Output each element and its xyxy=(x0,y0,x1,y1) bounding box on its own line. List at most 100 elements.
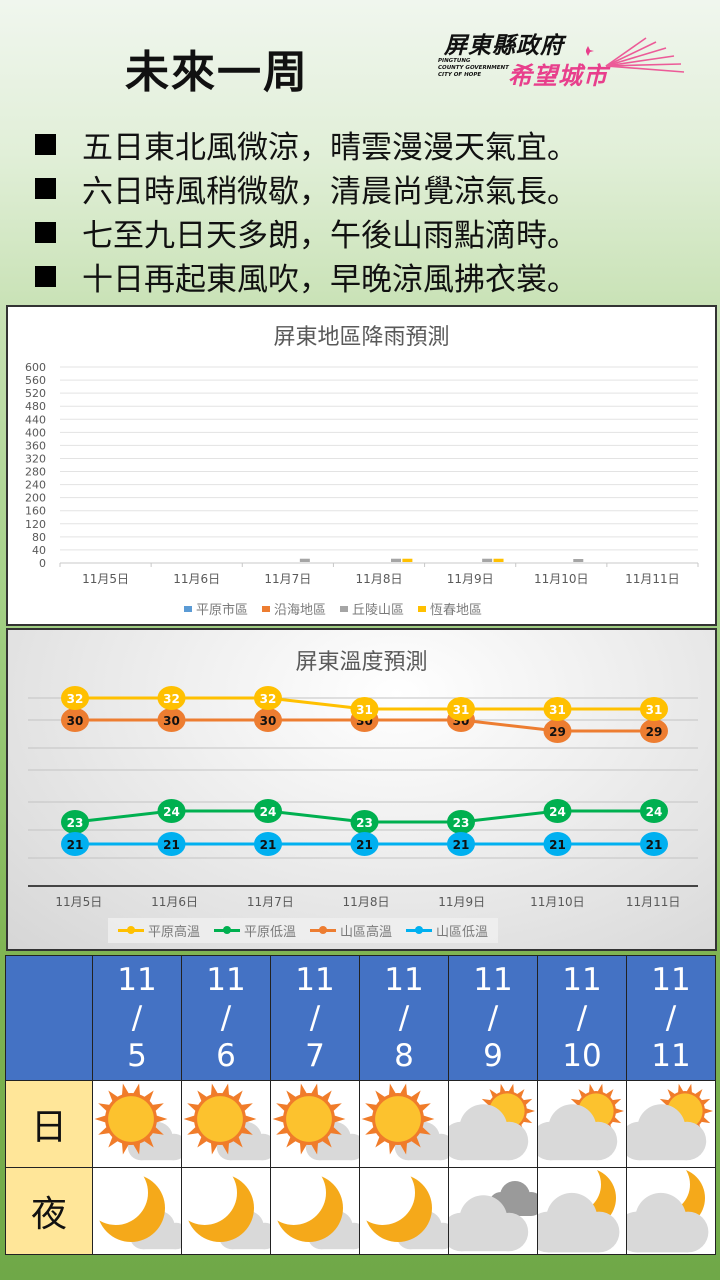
corner-cell xyxy=(5,955,93,1081)
bullet-square-icon xyxy=(35,265,56,287)
svg-text:11月5日: 11月5日 xyxy=(55,895,102,909)
weather-cell xyxy=(448,1167,538,1255)
temperature-chart-title: 屏東溫度預測 xyxy=(295,650,428,675)
sunny-icon xyxy=(183,1083,270,1161)
svg-text:200: 200 xyxy=(25,492,46,505)
weather-cell xyxy=(626,1167,716,1255)
svg-text:24: 24 xyxy=(260,805,277,819)
temperature-plot: 3030303030292932323231313131232424232324… xyxy=(28,686,698,909)
svg-text:11月7日: 11月7日 xyxy=(264,572,311,586)
date-cell: 11/10 xyxy=(537,955,627,1081)
svg-text:24: 24 xyxy=(163,805,180,819)
svg-text:30: 30 xyxy=(163,714,180,728)
weather-cell xyxy=(181,1167,271,1255)
svg-text:21: 21 xyxy=(356,838,373,852)
weekly-forecast-table: 11/5 11/6 11/7 11/8 11/9 11/10 11/11 日 夜 xyxy=(5,955,716,1255)
svg-text:21: 21 xyxy=(549,838,566,852)
cloudy-night-icon xyxy=(538,1168,620,1253)
svg-text:31: 31 xyxy=(356,703,373,717)
svg-text:11月8日: 11月8日 xyxy=(356,572,403,586)
weather-cell xyxy=(537,1080,627,1168)
svg-text:11月6日: 11月6日 xyxy=(173,572,220,586)
weather-cell xyxy=(270,1167,360,1255)
svg-text:11月7日: 11月7日 xyxy=(247,895,294,909)
svg-text:11月10日: 11月10日 xyxy=(530,895,585,909)
date-cell: 11/11 xyxy=(626,955,716,1081)
svg-text:360: 360 xyxy=(25,439,46,452)
logo-slogan: 希望城市 xyxy=(508,62,608,90)
legend-swatch-icon xyxy=(340,605,349,612)
svg-text:31: 31 xyxy=(549,703,566,717)
svg-text:30: 30 xyxy=(67,714,84,728)
clear-night-icon xyxy=(186,1174,270,1250)
svg-text:11月9日: 11月9日 xyxy=(438,895,485,909)
legend-item: 沿海地區 xyxy=(262,599,326,618)
svg-text:11月6日: 11月6日 xyxy=(151,895,198,909)
svg-text:21: 21 xyxy=(260,838,277,852)
svg-text:21: 21 xyxy=(646,838,663,852)
svg-text:32: 32 xyxy=(260,692,277,706)
weather-cell xyxy=(92,1080,182,1168)
legend-item: 山區低溫 xyxy=(406,921,488,940)
date-header-row: 11/5 11/6 11/7 11/8 11/9 11/10 11/11 xyxy=(5,955,716,1081)
svg-text:29: 29 xyxy=(549,725,566,739)
weather-cell xyxy=(359,1080,449,1168)
svg-text:11月10日: 11月10日 xyxy=(534,572,589,586)
svg-text:600: 600 xyxy=(25,361,46,374)
clear-night-icon xyxy=(97,1174,181,1250)
svg-text:11月11日: 11月11日 xyxy=(625,572,680,586)
legend-item: 平原市區 xyxy=(184,599,248,618)
legend-item: 平原低溫 xyxy=(214,921,296,940)
bullet-square-icon xyxy=(35,221,56,243)
page-title: 未來一周 xyxy=(125,47,309,98)
bullet-square-icon xyxy=(35,133,56,155)
legend-swatch-icon xyxy=(418,605,427,612)
svg-text:160: 160 xyxy=(25,505,46,518)
svg-text:21: 21 xyxy=(67,838,84,852)
date-cell: 11/9 xyxy=(448,955,538,1081)
rainfall-plot: 0408012016020024028032036040044048052056… xyxy=(25,361,699,586)
list-item: 十日再起東風吹，早晚涼風拂衣裳。 xyxy=(32,254,578,298)
legend-item: 平原高溫 xyxy=(118,921,200,940)
date-cell: 11/6 xyxy=(181,955,271,1081)
legend-line-icon xyxy=(118,926,144,934)
weather-cell xyxy=(448,1080,538,1168)
sunny-icon xyxy=(361,1083,448,1161)
svg-text:11月11日: 11月11日 xyxy=(626,895,681,909)
svg-text:120: 120 xyxy=(25,518,46,531)
svg-text:29: 29 xyxy=(646,725,663,739)
svg-text:11月8日: 11月8日 xyxy=(343,895,390,909)
list-item: 七至九日天多朗，午後山雨點滴時。 xyxy=(32,210,578,254)
cloudy-icon xyxy=(449,1181,537,1252)
date-cell: 11/7 xyxy=(270,955,360,1081)
rainfall-chart: 屏東地區降雨預測 0 40 80 120 160 200 240 280 320 360 400 44… xyxy=(6,305,717,626)
bullet-square-icon xyxy=(35,177,56,199)
svg-text:21: 21 xyxy=(163,838,180,852)
sunny-icon xyxy=(94,1083,181,1161)
weather-cell xyxy=(626,1080,716,1168)
weather-cell xyxy=(359,1167,449,1255)
logo-english: PINGTUNG COUNTY GOVERNMENT CITY OF HOPE xyxy=(438,58,509,78)
partly-cloudy-icon xyxy=(449,1083,535,1161)
legend-line-icon xyxy=(406,926,433,934)
svg-text:240: 240 xyxy=(25,479,46,492)
rainfall-chart-title: 屏東地區降雨預測 xyxy=(273,325,450,350)
legend-item: 丘陵山區 xyxy=(340,599,404,618)
legend-swatch-icon xyxy=(184,605,192,612)
partly-cloudy-icon xyxy=(538,1083,624,1161)
logo-org-name: 屏東縣政府 xyxy=(444,33,564,59)
date-cell: 11/8 xyxy=(359,955,449,1081)
legend-item: 恆春地區 xyxy=(418,599,482,618)
sunny-icon xyxy=(272,1083,359,1161)
night-row: 夜 xyxy=(5,1167,716,1255)
svg-text:11月9日: 11月9日 xyxy=(447,572,494,586)
clear-night-icon xyxy=(275,1174,359,1250)
legend-swatch-icon xyxy=(262,605,271,612)
day-row: 日 xyxy=(5,1080,716,1168)
svg-text:24: 24 xyxy=(549,805,566,819)
legend-item: 山區高溫 xyxy=(310,921,392,940)
svg-text:23: 23 xyxy=(356,816,373,830)
svg-text:560: 560 xyxy=(25,374,46,387)
sparkle-rays-icon xyxy=(586,37,685,73)
partly-cloudy-icon xyxy=(627,1083,713,1161)
